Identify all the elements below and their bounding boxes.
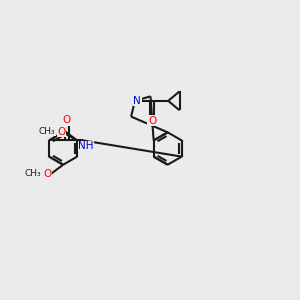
Text: CH₃: CH₃	[25, 169, 41, 178]
Text: O: O	[57, 127, 65, 136]
Text: O: O	[148, 116, 156, 126]
Text: N: N	[134, 96, 141, 106]
Text: O: O	[63, 116, 71, 125]
Text: CH₃: CH₃	[39, 127, 56, 136]
Text: O: O	[43, 169, 51, 178]
Text: NH: NH	[78, 141, 94, 151]
